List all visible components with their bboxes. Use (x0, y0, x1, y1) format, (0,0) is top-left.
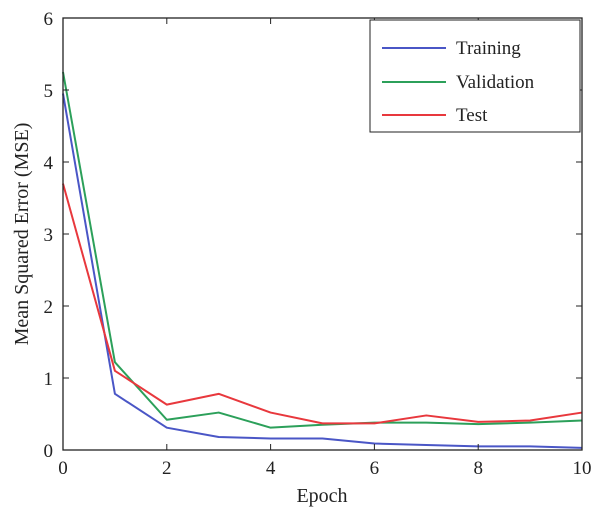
y-tick-label: 2 (44, 297, 54, 318)
y-tick-label: 4 (44, 153, 54, 174)
y-tick-label: 5 (44, 81, 54, 102)
y-tick-label: 6 (44, 9, 54, 30)
y-tick-label: 1 (44, 369, 54, 390)
x-tick-label: 2 (162, 458, 172, 479)
y-tick-label: 3 (44, 225, 54, 246)
series-line-training (62, 93, 583, 449)
x-axis-ticks: 0 2 4 6 8 10 (58, 18, 592, 479)
plot-marks (62, 71, 583, 449)
x-tick-label: 8 (473, 458, 483, 479)
x-tick-label: 10 (573, 458, 592, 479)
legend-label-training: Training (456, 38, 521, 59)
legend: Training Validation Test (369, 19, 581, 133)
y-axis-label: Mean Squared Error (MSE) (11, 123, 33, 346)
series-line-validation (62, 71, 583, 429)
x-axis-label: Epoch (296, 485, 347, 507)
legend-label-test: Test (456, 105, 488, 126)
legend-box (369, 19, 581, 133)
x-tick-label: 4 (266, 458, 276, 479)
y-tick-label: 0 (44, 441, 54, 462)
x-tick-label: 6 (370, 458, 380, 479)
y-axis-ticks: 0 1 2 3 4 5 6 (44, 9, 582, 462)
series-line-test (62, 183, 583, 425)
x-tick-label: 0 (58, 458, 68, 479)
legend-label-validation: Validation (456, 72, 535, 93)
